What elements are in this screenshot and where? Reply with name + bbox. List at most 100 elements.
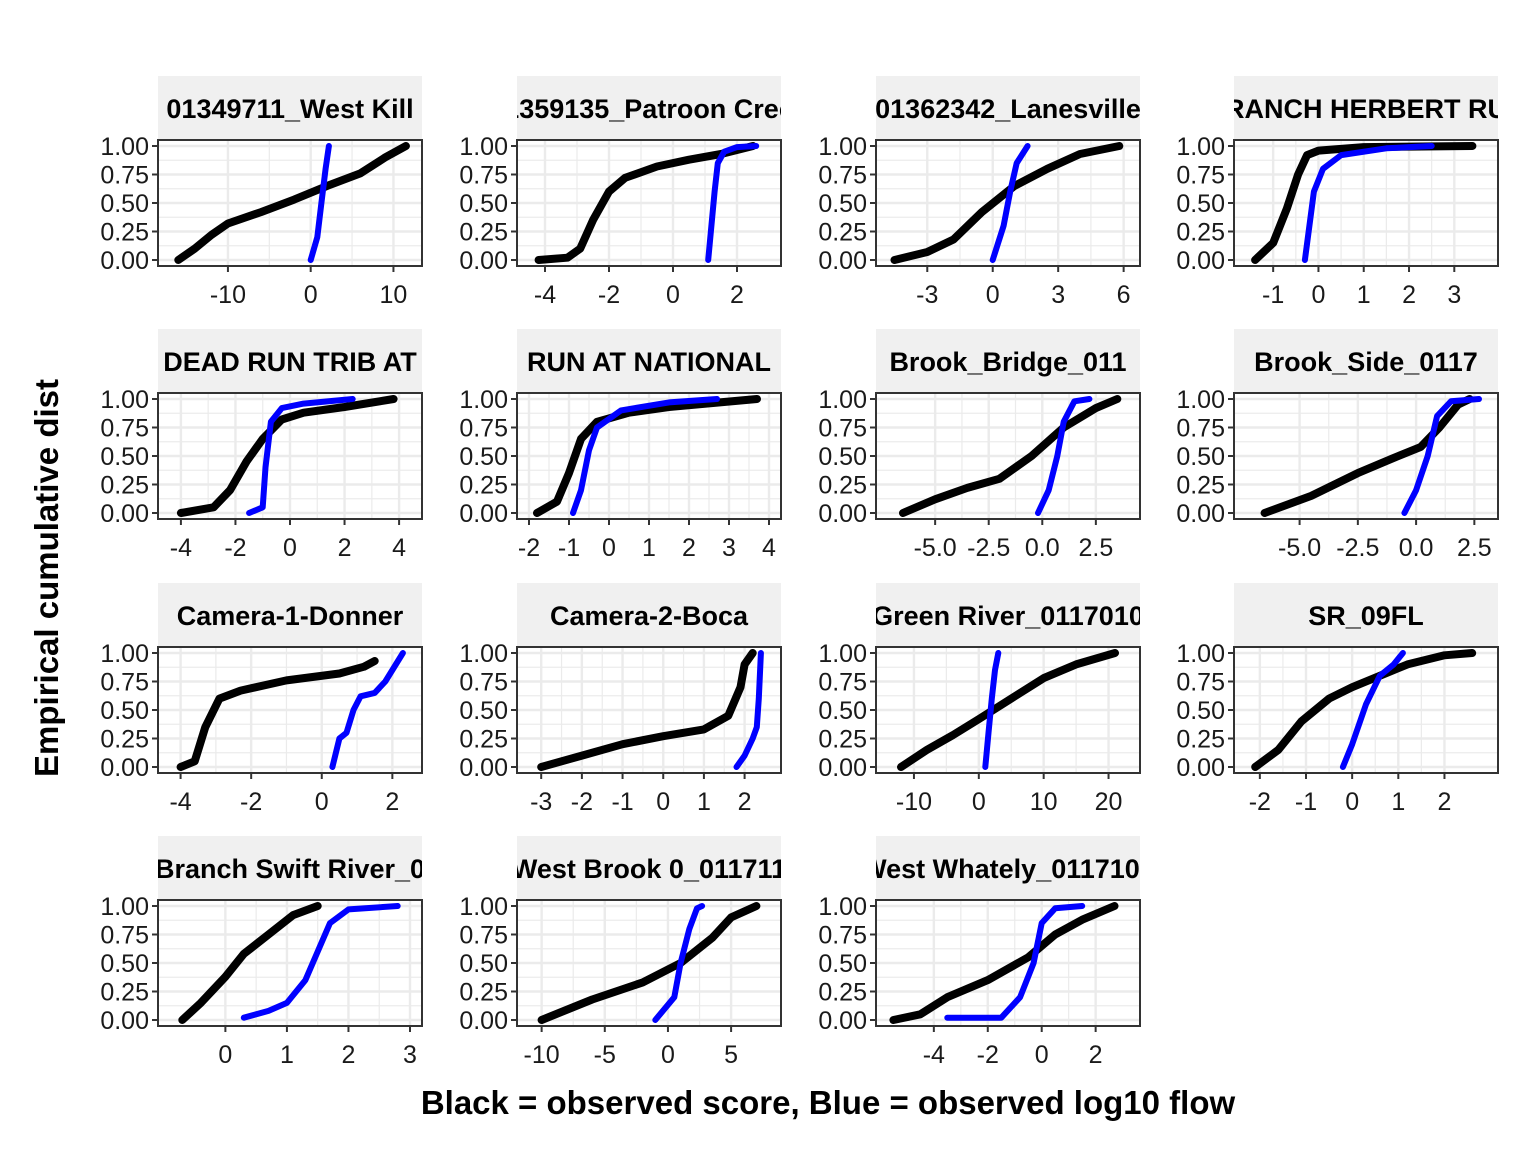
facet-title: RUN AT NATIONAL bbox=[527, 347, 771, 377]
flow-ecdf-line bbox=[944, 903, 1086, 1021]
y-tick-label: 0.50 bbox=[459, 443, 508, 471]
y-tick-label: 0.00 bbox=[100, 754, 149, 782]
y-tick-label: 0.75 bbox=[100, 669, 149, 697]
strip-background bbox=[517, 76, 781, 140]
y-tick-label: 0.25 bbox=[459, 979, 508, 1007]
y-tick-label: 0.75 bbox=[1176, 669, 1225, 697]
x-tick-label: 0 bbox=[218, 1041, 232, 1069]
x-tick-label: 0 bbox=[602, 534, 616, 562]
x-tick-label: 0 bbox=[1035, 1041, 1049, 1069]
y-tick-label: 0.00 bbox=[1176, 754, 1225, 782]
series-group bbox=[897, 649, 1119, 771]
y-tick-label: 0.75 bbox=[100, 922, 149, 950]
facet-title: DEAD RUN TRIB AT bbox=[163, 347, 417, 377]
series-group bbox=[1251, 649, 1477, 771]
y-tick-label: 0.25 bbox=[459, 472, 508, 500]
x-tick-label: 2 bbox=[385, 788, 399, 816]
x-tick-label: -1 bbox=[558, 534, 580, 562]
flow-ecdf-line bbox=[989, 143, 1031, 263]
x-tick-label: 3 bbox=[1051, 281, 1065, 309]
x-tick-label: -1 bbox=[1262, 281, 1284, 309]
x-tick-label: 0 bbox=[315, 788, 329, 816]
y-tick-label: 0.50 bbox=[100, 697, 149, 725]
x-tick-label: -5.0 bbox=[1278, 534, 1321, 562]
facet-panel: West Brook 0_011711 0.000.250.500.751.00 -… bbox=[459, 836, 786, 1069]
facet-panel: Camera-2-Boca 0.000.250.500.751.00 -3 -2 -1 0… bbox=[459, 583, 782, 816]
gridlines bbox=[876, 647, 1140, 773]
y-tick-label: 0.00 bbox=[459, 754, 508, 782]
x-tick-label: -3 bbox=[916, 281, 938, 309]
series-group bbox=[178, 902, 401, 1024]
y-tick-label: 1.00 bbox=[818, 386, 867, 414]
x-tick-label: 2.5 bbox=[1078, 534, 1113, 562]
flow-ecdf-line bbox=[246, 396, 356, 516]
x-tick-label: 1 bbox=[1391, 788, 1405, 816]
x-tick-label: 4 bbox=[392, 534, 406, 562]
y-axis-title: Empirical cumulative dist bbox=[28, 379, 65, 777]
y-tick-label: 0.75 bbox=[818, 415, 867, 443]
flow-ecdf-line bbox=[1035, 396, 1093, 516]
x-tick-label: 0 bbox=[986, 281, 1000, 309]
x-tick-label: -2 bbox=[518, 534, 540, 562]
y-tick-label: 0.50 bbox=[100, 443, 149, 471]
y-tick-label: 0.25 bbox=[1176, 472, 1225, 500]
x-tick-label: 20 bbox=[1095, 788, 1123, 816]
y-tick-label: 1.00 bbox=[459, 893, 508, 921]
facet-title: Camera-2-Boca bbox=[550, 601, 749, 631]
x-tick-label: 10 bbox=[1030, 788, 1058, 816]
flow-ecdf-line bbox=[1401, 396, 1482, 516]
x-tick-label: 4 bbox=[762, 534, 776, 562]
y-tick-label: 1.00 bbox=[818, 893, 867, 921]
score-ecdf-line bbox=[899, 395, 1122, 517]
y-tick-label: 0.50 bbox=[818, 190, 867, 218]
x-tick-label: 0 bbox=[1345, 788, 1359, 816]
strip-background bbox=[158, 583, 422, 647]
facet-title: West Brook 0_011711 bbox=[512, 854, 786, 884]
facet-panel: West Whately_0117100 0.000.250.500.751.00… bbox=[818, 836, 1141, 1069]
x-tick-label: -1 bbox=[611, 788, 633, 816]
y-tick-label: 0.50 bbox=[100, 190, 149, 218]
y-tick-label: 0.00 bbox=[818, 247, 867, 275]
flow-ecdf-line bbox=[1339, 650, 1406, 770]
x-tick-label: 2 bbox=[1438, 788, 1452, 816]
x-tick-label: 1 bbox=[1357, 281, 1371, 309]
x-tick-label: -4 bbox=[923, 1041, 945, 1069]
y-tick-label: 0.25 bbox=[100, 979, 149, 1007]
y-tick-label: 0.00 bbox=[100, 247, 149, 275]
gridlines bbox=[876, 900, 1140, 1026]
facet-panel: RUN AT NATIONAL 0.000.250.500.751.00 -2 -1 0… bbox=[459, 329, 782, 562]
facet-panel: Camera-1-Donner 0.000.250.500.751.00 -4 -2 0… bbox=[100, 583, 423, 816]
score-ecdf-line bbox=[534, 142, 757, 264]
y-tick-label: 0.75 bbox=[459, 922, 508, 950]
x-tick-label: -2.5 bbox=[1336, 534, 1379, 562]
facet-panel: BRANCH HERBERT RUN 0.000.250.500.751.00 -1… bbox=[1176, 76, 1499, 309]
x-tick-label: 1 bbox=[280, 1041, 294, 1069]
series-group bbox=[533, 395, 761, 517]
gridlines bbox=[876, 393, 1140, 519]
x-tick-label: -10 bbox=[210, 281, 246, 309]
series-group bbox=[176, 650, 406, 771]
y-tick-label: 0.75 bbox=[818, 669, 867, 697]
x-tick-label: 0 bbox=[283, 534, 297, 562]
strip-background bbox=[876, 76, 1140, 140]
series-group bbox=[537, 649, 764, 771]
x-tick-label: 0 bbox=[1311, 281, 1325, 309]
x-tick-label: -4 bbox=[170, 534, 192, 562]
strip-background bbox=[158, 836, 422, 900]
y-tick-label: 0.75 bbox=[1176, 162, 1225, 190]
y-tick-label: 0.25 bbox=[818, 726, 867, 754]
flow-ecdf-line bbox=[307, 143, 332, 263]
gridlines bbox=[158, 393, 422, 519]
y-tick-label: 0.50 bbox=[100, 950, 149, 978]
y-tick-label: 0.75 bbox=[459, 669, 508, 697]
y-tick-label: 1.00 bbox=[100, 133, 149, 161]
flow-ecdf-line bbox=[733, 650, 764, 770]
y-tick-label: 0.25 bbox=[1176, 219, 1225, 247]
flow-ecdf-line bbox=[240, 903, 401, 1021]
y-tick-label: 1.00 bbox=[459, 386, 508, 414]
x-tick-label: -4 bbox=[534, 281, 556, 309]
facet-title: Green River_0117010 bbox=[872, 601, 1144, 631]
x-tick-label: 2 bbox=[682, 534, 696, 562]
facet-panel: Green River_0117010 0.000.250.500.751.00 -… bbox=[818, 583, 1144, 816]
